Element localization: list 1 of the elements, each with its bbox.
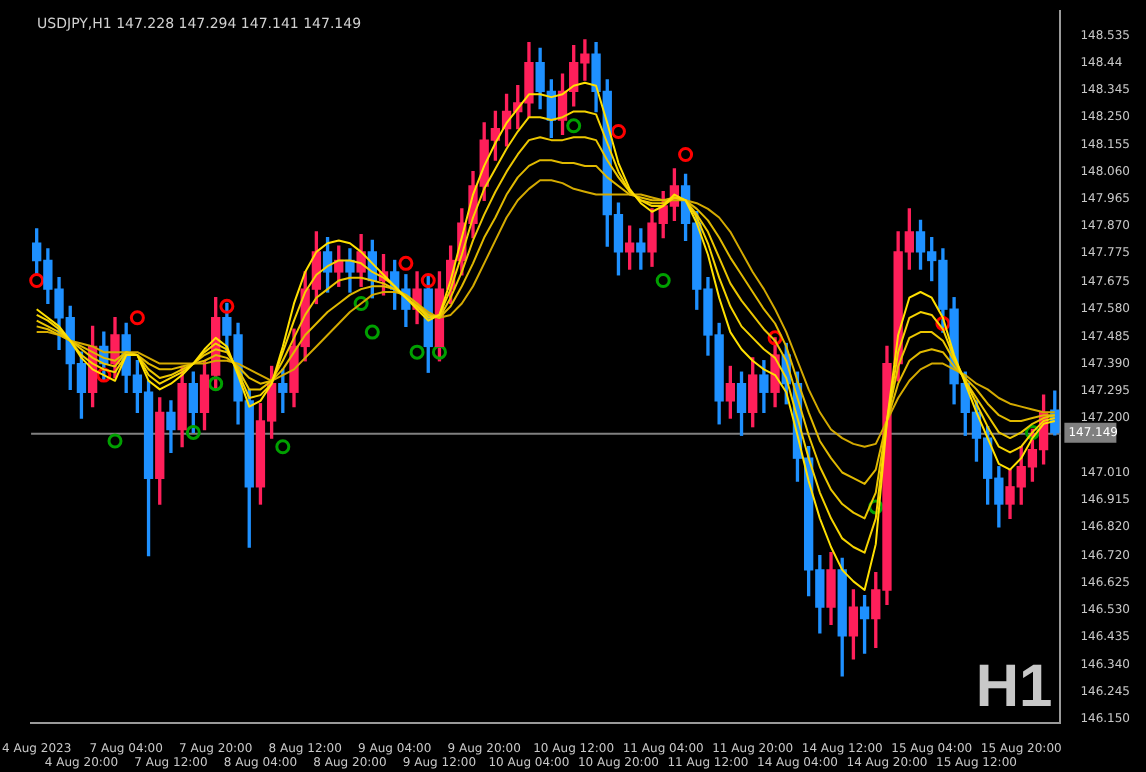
annotation: H1 <box>975 653 1053 720</box>
